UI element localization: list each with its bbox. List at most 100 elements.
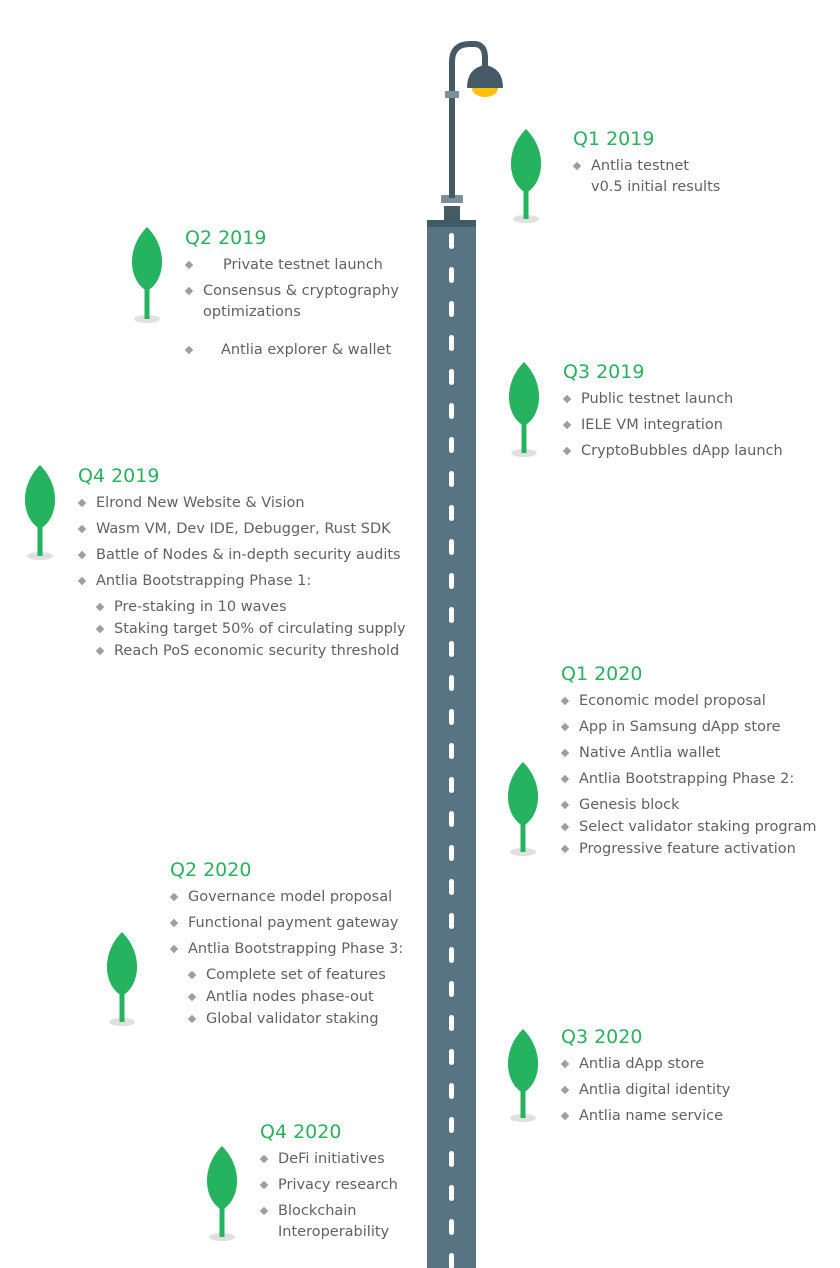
diamond-bullet-icon xyxy=(95,602,105,612)
lane-marking xyxy=(449,301,454,317)
milestone-item-text: Pre-staking in 10 waves xyxy=(114,599,287,615)
milestone-item-text: Antlia Bootstrapping Phase 3: xyxy=(188,941,404,957)
diamond-bullet-icon xyxy=(169,892,179,902)
lane-marking xyxy=(449,573,454,589)
tree-leaf xyxy=(507,762,539,826)
milestone-list: Elrond New Website & Vision Wasm VM, Dev … xyxy=(77,493,406,662)
milestone-item-text: DeFi initiatives xyxy=(278,1151,385,1167)
milestone-list: Public testnet launch IELE VM integration… xyxy=(562,389,783,462)
diamond-bullet-icon xyxy=(562,394,572,404)
milestone-item: Privacy research xyxy=(259,1175,398,1196)
tree-trunk xyxy=(219,1202,225,1237)
lane-marking xyxy=(449,709,454,725)
milestone-item-text: Elrond New Website & Vision xyxy=(96,495,305,511)
tree-leaf xyxy=(106,932,138,996)
milestone-item-text: Blockchain Interoperability xyxy=(278,1203,390,1240)
milestone-item-text: Antlia dApp store xyxy=(579,1056,705,1072)
tree-icon xyxy=(507,1029,539,1122)
tree-icon xyxy=(106,932,138,1026)
milestone-item: Antlia Bootstrapping Phase 3: xyxy=(169,939,404,960)
lane-marking xyxy=(449,811,454,827)
lamp-head-top xyxy=(482,56,488,66)
milestone-q3-2020: Q3 2020 Antlia dApp store Antlia digital i… xyxy=(560,1026,730,1132)
lane-marking xyxy=(449,913,454,929)
lane-marking xyxy=(449,505,454,521)
milestone-list: Economic model proposal App in Samsung dA… xyxy=(560,691,817,860)
diamond-bullet-icon xyxy=(77,576,87,586)
lane-marking xyxy=(449,233,454,249)
diamond-bullet-icon xyxy=(259,1180,269,1190)
tree-trunk xyxy=(523,185,529,219)
diamond-bullet-icon xyxy=(562,420,572,430)
tree-leaf xyxy=(510,129,542,193)
milestone-item: App in Samsung dApp store xyxy=(560,717,817,738)
tree-trunk xyxy=(520,818,526,852)
milestone-item-text: Global validator staking xyxy=(206,1011,379,1027)
milestone-item-text: Public testnet launch xyxy=(581,391,734,407)
lane-marking xyxy=(449,539,454,555)
diamond-bullet-icon xyxy=(560,774,570,784)
tree-icon xyxy=(507,762,539,856)
milestone-item-text: Functional payment gateway xyxy=(188,915,399,931)
lane-marking xyxy=(449,369,454,385)
diamond-bullet-icon xyxy=(77,524,87,534)
lane-marking xyxy=(449,1117,454,1133)
lane-marking xyxy=(449,1049,454,1065)
milestone-subitem: Global validator staking xyxy=(187,1009,403,1030)
lane-marking xyxy=(449,471,454,487)
milestone-list: Antlia dApp store Antlia digital identity… xyxy=(560,1054,730,1127)
lane-marking xyxy=(449,1219,454,1235)
diamond-bullet-icon xyxy=(184,260,194,270)
milestone-title: Q4 2019 xyxy=(78,465,160,487)
milestone-title: Q4 2020 xyxy=(260,1121,342,1143)
milestone-item: Consensus & cryptography optimizations xyxy=(184,281,399,323)
lane-marking xyxy=(449,267,454,283)
diamond-bullet-icon xyxy=(560,748,570,758)
tree-trunk xyxy=(119,988,125,1022)
milestone-title: Q3 2019 xyxy=(563,361,645,383)
lane-marking xyxy=(449,947,454,963)
milestone-title: Q2 2020 xyxy=(170,859,252,881)
tree-icon xyxy=(508,362,540,457)
lane-marking xyxy=(449,335,454,351)
lane-marking xyxy=(449,777,454,793)
milestone-item-text: Reach PoS economic security threshold xyxy=(114,643,400,659)
diamond-bullet-icon xyxy=(95,646,105,656)
milestone-title: Q2 2019 xyxy=(185,227,267,249)
road xyxy=(427,220,476,1268)
milestone-item: Antlia Bootstrapping Phase 1: xyxy=(77,571,406,592)
milestone-item-text: Staking target 50% of circulating supply xyxy=(114,621,406,637)
road-edge xyxy=(427,220,476,227)
milestone-item-text: CryptoBubbles dApp launch xyxy=(581,443,783,459)
milestone-item-text: Economic model proposal xyxy=(579,693,766,709)
tree-icon xyxy=(24,465,56,560)
milestone-item: Antlia Bootstrapping Phase 2: xyxy=(560,769,817,790)
lamp-pole-collar xyxy=(445,91,459,98)
lane-marking xyxy=(449,437,454,453)
tree-icon xyxy=(206,1146,238,1241)
milestone-list: Antlia testnet v0.5 initial results xyxy=(572,156,720,198)
milestone-item: Functional payment gateway xyxy=(169,913,403,934)
diamond-bullet-icon xyxy=(187,1014,197,1024)
milestone-item-text: Antlia explorer & wallet xyxy=(221,342,392,358)
milestone-q3-2019: Q3 2019 Public testnet launch IELE VM inte… xyxy=(562,361,783,467)
milestone-item: Public testnet launch xyxy=(562,389,783,410)
milestone-item-text: Antlia nodes phase-out xyxy=(206,989,374,1005)
lamp-base xyxy=(444,206,460,220)
milestone-q2-2019: Q2 2019 Private testnet launch Consensus &… xyxy=(184,227,399,366)
lane-marking xyxy=(449,1253,454,1268)
lamp-base-collar xyxy=(441,195,463,203)
diamond-bullet-icon xyxy=(562,446,572,456)
lane-marking xyxy=(449,845,454,861)
diamond-bullet-icon xyxy=(187,970,197,980)
milestone-item: Private testnet launch xyxy=(184,255,399,276)
tree-icon xyxy=(510,129,542,223)
diamond-bullet-icon xyxy=(187,992,197,1002)
tree-trunk xyxy=(37,521,43,556)
tree-leaf xyxy=(131,227,163,291)
milestone-item: Progressive feature activation xyxy=(560,839,817,860)
milestone-item-text: Antlia Bootstrapping Phase 1: xyxy=(96,573,312,589)
milestone-item: Battle of Nodes & in-depth security audi… xyxy=(77,545,406,566)
diamond-bullet-icon xyxy=(169,918,179,928)
